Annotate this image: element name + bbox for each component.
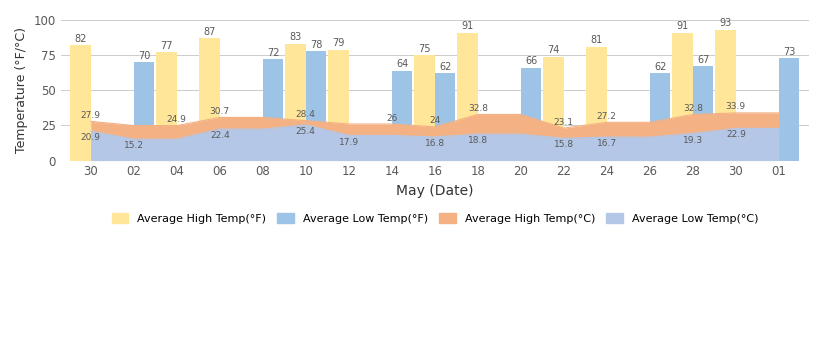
Text: 67: 67 xyxy=(697,55,710,65)
Bar xyxy=(520,68,541,161)
Y-axis label: Temperature (°F/°C): Temperature (°F/°C) xyxy=(15,27,28,153)
X-axis label: May (Date): May (Date) xyxy=(396,184,474,198)
Text: 19.3: 19.3 xyxy=(683,135,703,144)
Bar xyxy=(305,51,326,161)
Bar xyxy=(715,30,736,161)
Text: 22.4: 22.4 xyxy=(210,131,230,140)
Bar xyxy=(414,55,435,161)
Legend: Average High Temp(°F), Average Low Temp(°F), Average High Temp(°C), Average Low : Average High Temp(°F), Average Low Temp(… xyxy=(107,209,763,228)
Text: 24.9: 24.9 xyxy=(167,115,187,124)
Text: 77: 77 xyxy=(160,41,173,51)
Bar xyxy=(286,44,305,161)
Text: 66: 66 xyxy=(525,56,537,66)
Bar xyxy=(70,45,90,161)
Text: 32.8: 32.8 xyxy=(468,104,488,113)
Text: 16.8: 16.8 xyxy=(425,139,445,148)
Text: 82: 82 xyxy=(74,34,86,44)
Bar xyxy=(779,58,799,161)
Bar xyxy=(457,33,478,161)
Text: 25.4: 25.4 xyxy=(295,127,315,136)
Bar xyxy=(435,73,456,161)
Text: 30.7: 30.7 xyxy=(210,107,230,116)
Text: 73: 73 xyxy=(783,47,795,56)
Bar xyxy=(134,62,154,161)
Text: 70: 70 xyxy=(138,51,150,61)
Text: 32.8: 32.8 xyxy=(683,104,703,113)
Bar xyxy=(156,52,177,161)
Text: 72: 72 xyxy=(267,48,280,58)
Text: 15.2: 15.2 xyxy=(124,141,144,150)
Text: 64: 64 xyxy=(396,59,408,69)
Text: 81: 81 xyxy=(590,35,603,45)
Text: 91: 91 xyxy=(461,21,474,31)
Text: 78: 78 xyxy=(310,39,322,50)
Text: 87: 87 xyxy=(203,27,216,37)
Text: 23.1: 23.1 xyxy=(554,118,574,127)
Text: 91: 91 xyxy=(676,21,689,31)
Text: 27.9: 27.9 xyxy=(81,111,100,120)
Bar xyxy=(392,71,413,161)
Text: 20.9: 20.9 xyxy=(81,133,100,142)
Text: 62: 62 xyxy=(654,62,666,72)
Text: 15.8: 15.8 xyxy=(554,140,574,150)
Text: 62: 62 xyxy=(439,62,452,72)
Bar xyxy=(328,50,349,161)
Text: 26: 26 xyxy=(386,114,398,123)
Text: 93: 93 xyxy=(720,18,731,29)
Text: 33.9: 33.9 xyxy=(725,102,746,111)
Text: 17.9: 17.9 xyxy=(339,138,359,147)
Text: 83: 83 xyxy=(290,33,301,42)
Text: 74: 74 xyxy=(547,45,559,55)
Bar xyxy=(543,56,564,161)
Text: 27.2: 27.2 xyxy=(597,112,617,121)
Bar xyxy=(199,38,220,161)
Text: 28.4: 28.4 xyxy=(295,110,315,119)
Bar xyxy=(586,47,607,161)
Text: 24: 24 xyxy=(429,117,441,125)
Bar xyxy=(263,59,283,161)
Bar xyxy=(693,66,714,161)
Bar xyxy=(650,73,671,161)
Bar xyxy=(672,33,693,161)
Text: 75: 75 xyxy=(418,44,431,54)
Text: 79: 79 xyxy=(332,38,344,48)
Text: 16.7: 16.7 xyxy=(597,139,617,148)
Text: 22.9: 22.9 xyxy=(726,130,745,139)
Text: 18.8: 18.8 xyxy=(468,136,488,145)
